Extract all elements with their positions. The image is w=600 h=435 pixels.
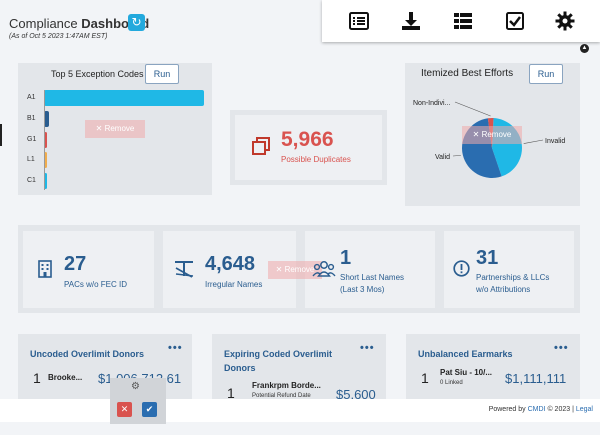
- bar-b1: [44, 111, 49, 127]
- card-menu-icon[interactable]: •••: [168, 342, 183, 354]
- bar-label-g1: G1: [27, 136, 37, 143]
- expiring-coded-title: Expiring Coded Overlimit Donors: [224, 347, 332, 375]
- bar-label-a1: A1: [27, 94, 36, 101]
- settings-gear-icon[interactable]: [554, 10, 576, 32]
- unbalanced-earmarks-title: Unbalanced Earmarks: [418, 349, 513, 359]
- bar-l1: [44, 152, 48, 168]
- users-icon: [312, 261, 336, 277]
- footer: Powered by CMDI © 2023 | Legal: [0, 399, 600, 422]
- unbalanced-earmarks-card: Unbalanced Earmarks ••• 1 Pat Siu - 10/.…: [406, 334, 580, 404]
- bottom-strip: [0, 422, 600, 435]
- stat-label-short-names: Short Last Names: [340, 273, 405, 282]
- uncoded-overlimit-card: Uncoded Overlimit Donors ••• 1 Brooke...…: [18, 334, 192, 404]
- card-menu-icon[interactable]: •••: [554, 342, 569, 354]
- widget-edit-popup: ⚙ ✕ ✔: [110, 378, 166, 424]
- as-of-timestamp: (As of Oct 5 2023 1:47AM EST): [9, 33, 108, 40]
- card-menu-icon[interactable]: •••: [360, 342, 375, 354]
- stat-label-pacs: PACs w/o FEC ID: [64, 280, 127, 289]
- pie-leader-line: [454, 101, 491, 117]
- bar-label-b1: B1: [27, 115, 36, 122]
- exception-codes-run-button[interactable]: Run: [145, 64, 179, 84]
- duplicate-copy-icon: [252, 137, 270, 155]
- pie-label: Invalid: [545, 138, 565, 145]
- expiring-coded-title-line1: Expiring Coded Overlimit: [224, 349, 333, 359]
- stat-card-partnerships: [444, 231, 574, 308]
- itemized-title: Itemized Best Efforts: [421, 68, 514, 79]
- stats-remove-button[interactable]: ✕ Remove: [268, 261, 322, 279]
- side-marker: [0, 124, 2, 146]
- building-icon: [38, 260, 52, 278]
- expiring-coded-card: Expiring Coded Overlimit Donors ••• 1 Fr…: [212, 334, 386, 404]
- itemized-run-button[interactable]: Run: [529, 64, 563, 84]
- footer-credit: Powered by CMDI © 2023 | Legal: [489, 406, 593, 413]
- itemized-remove-button[interactable]: ✕ Remove: [462, 126, 522, 144]
- expiring-coded-title-line2: Donors: [224, 363, 256, 373]
- list-item-rank: 1: [421, 370, 429, 386]
- stat-label-short-names-sub: (Last 3 Mos): [340, 285, 385, 294]
- cmdi-link[interactable]: CMDI: [527, 406, 546, 413]
- popup-gear-icon: ⚙: [131, 381, 140, 392]
- bar-c1: [44, 173, 47, 189]
- powered-by-text: Powered by: [488, 406, 526, 413]
- pie-label: Non-Indivi...: [413, 100, 450, 107]
- collapse-icon[interactable]: ▲: [580, 44, 589, 53]
- download-icon[interactable]: [400, 10, 422, 32]
- list-item-name[interactable]: Pat Siu - 10/...: [440, 368, 493, 377]
- grid-list-icon[interactable]: [452, 10, 474, 32]
- stat-label-irregular: Irregular Names: [205, 280, 263, 289]
- list-item-note: 0 Linked: [440, 380, 463, 386]
- pie-leader-line: [452, 155, 461, 157]
- exception-codes-title: Top 5 Exception Codes: [51, 69, 144, 79]
- stat-value-short-names: 1: [340, 247, 352, 269]
- exclamation-circle-icon: [453, 260, 470, 277]
- list-item-name[interactable]: Frankrpm Borde...: [252, 381, 321, 390]
- title-prefix: Compliance: [9, 16, 78, 31]
- bar-g1: [44, 132, 48, 148]
- exception-codes-card: Top 5 Exception Codes Run: [18, 63, 212, 195]
- toolbar: [322, 0, 600, 42]
- stat-value-partnerships: 31: [476, 247, 499, 269]
- popup-confirm-button[interactable]: ✔: [142, 402, 157, 417]
- page-header: Compliance Dashboard ↻ (As of Oct 5 2023…: [0, 0, 600, 44]
- bar-a1: [44, 90, 204, 106]
- list-item-name[interactable]: Brooke...: [48, 373, 83, 382]
- legal-link[interactable]: Legal: [575, 406, 593, 413]
- irregular-name-icon: [175, 261, 194, 278]
- stat-label-partnerships: Partnerships & LLCs: [476, 273, 550, 282]
- list-view-icon[interactable]: [348, 10, 370, 32]
- list-item-rank: 1: [227, 385, 235, 401]
- chart-axis: [44, 90, 45, 190]
- stat-label-partnerships-sub: w/o Attributions: [476, 285, 531, 294]
- refresh-icon[interactable]: ↻: [128, 14, 145, 31]
- list-item-amount: $5,600: [336, 387, 376, 402]
- list-item-amount: $1,111,111: [505, 371, 567, 386]
- stat-value-irregular: 4,648: [205, 253, 256, 275]
- duplicates-label: Possible Duplicates: [281, 155, 351, 164]
- stat-card-pacs: [23, 231, 154, 308]
- bar-label-l1: L1: [27, 156, 35, 163]
- stat-card-short-names: [305, 231, 435, 308]
- pie-label: Valid: [435, 154, 450, 161]
- pie-leader-line: [523, 139, 544, 144]
- list-item-rank: 1: [33, 370, 41, 386]
- stat-value-pacs: 27: [64, 253, 87, 275]
- exception-codes-remove-button[interactable]: ✕ Remove: [85, 120, 145, 138]
- duplicates-count: 5,966: [281, 128, 334, 151]
- bar-label-c1: C1: [27, 177, 36, 184]
- checkbox-icon[interactable]: [504, 10, 526, 32]
- copyright-text: © 2023 |: [547, 406, 574, 413]
- popup-cancel-button[interactable]: ✕: [117, 402, 132, 417]
- list-item-note: Potential Refund Date: [252, 393, 311, 399]
- uncoded-overlimit-title: Uncoded Overlimit Donors: [30, 349, 145, 359]
